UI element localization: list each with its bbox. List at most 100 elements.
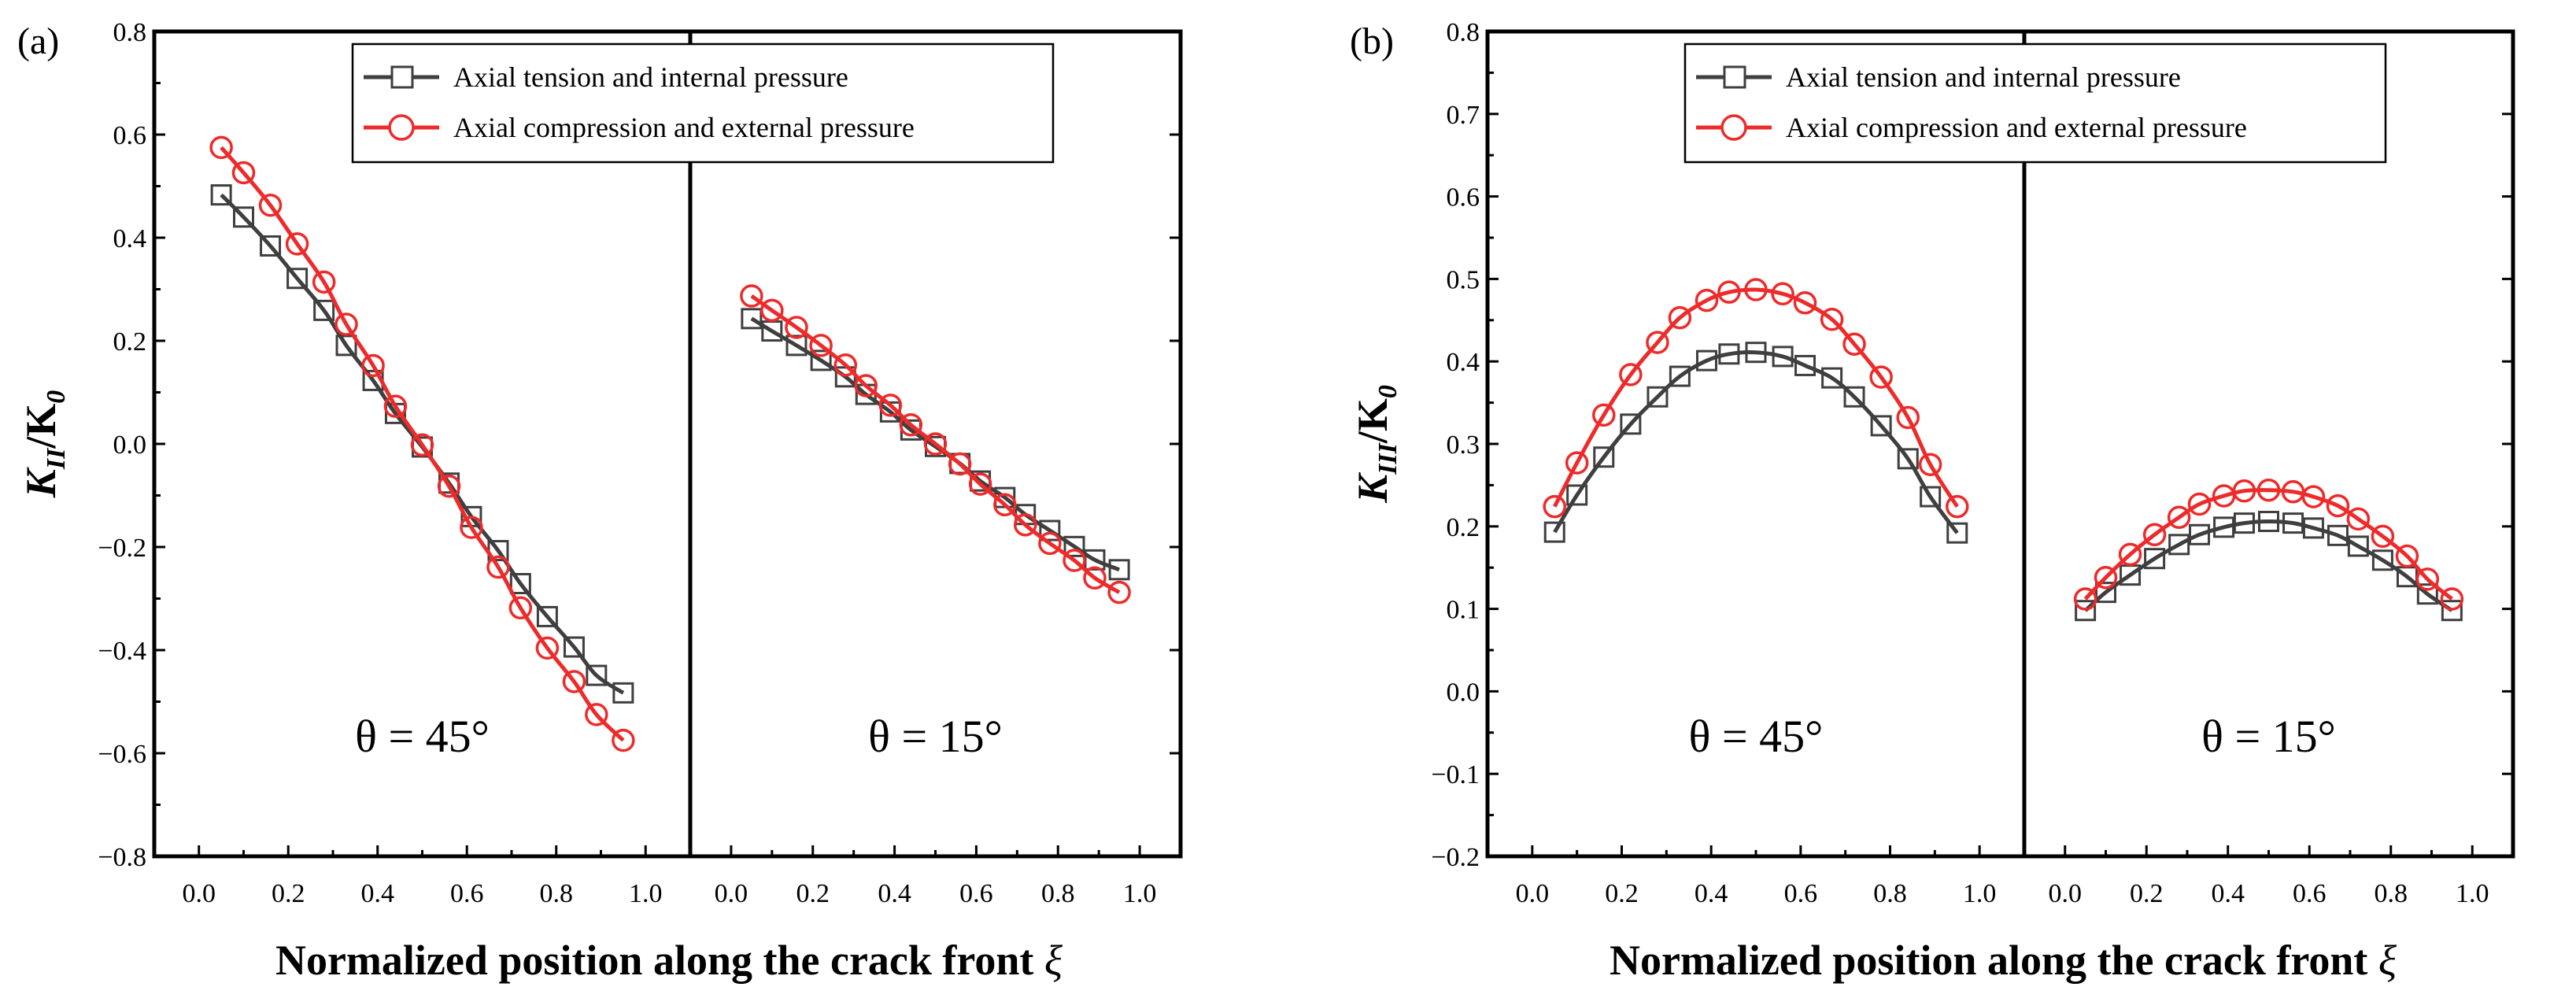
data-point-circle bbox=[2371, 524, 2395, 549]
x-tick-label: 0.8 bbox=[1873, 879, 1907, 908]
legend: Axial tension and internal pressure Axial… bbox=[1683, 43, 2387, 164]
data-point-square bbox=[2441, 600, 2463, 622]
data-point-square bbox=[2327, 524, 2349, 546]
x-tick-label: 0.0 bbox=[2049, 879, 2083, 908]
panel-label: (b) bbox=[1350, 20, 1394, 62]
data-point-circle bbox=[1565, 451, 1589, 475]
y-tick-label: 0.8 bbox=[113, 18, 147, 47]
x-tick-label: 0.6 bbox=[959, 879, 993, 908]
data-point-square bbox=[2347, 535, 2369, 557]
data-point-circle bbox=[1592, 403, 1616, 427]
y-tick-label: 0.1 bbox=[1447, 596, 1480, 625]
y-axis-title: KIII/K0 bbox=[1349, 385, 1403, 504]
data-point-square bbox=[1920, 486, 1942, 508]
data-point-circle bbox=[1869, 365, 1893, 389]
data-point-square bbox=[2168, 534, 2190, 556]
data-point-circle bbox=[1771, 282, 1794, 306]
x-axis-title-symbol: ξ bbox=[2378, 937, 2397, 984]
subplot-theta-45: 0.0 0.2 0.4 0.6 0.8 1.0 θ = 45° bbox=[1516, 278, 1997, 908]
y-axis-title-sub2: 0 bbox=[42, 390, 71, 404]
x-tick-label: 0.0 bbox=[1516, 879, 1550, 908]
data-point-circle bbox=[1083, 566, 1107, 590]
y-tick-label: −0.1 bbox=[1431, 760, 1480, 789]
x-tick-label: 0.6 bbox=[1784, 879, 1818, 908]
data-point-circle bbox=[968, 472, 992, 496]
data-point-circle bbox=[1695, 288, 1719, 312]
data-point-square bbox=[1772, 346, 1794, 368]
data-point-square bbox=[563, 636, 585, 658]
data-point-circle bbox=[1063, 549, 1086, 572]
data-point-circle bbox=[1543, 494, 1566, 519]
data-point-circle bbox=[1793, 291, 1817, 315]
y-tick-label: −0.2 bbox=[1431, 843, 1480, 872]
chart-panel-b: (b) −0.2 −0.1 0.0 0.1 0.2 0.3 0.4 0.5 0.6 0.7 0.8 KI… bbox=[1349, 18, 2515, 984]
y-tick-label: 0.2 bbox=[113, 327, 147, 357]
data-point-circle bbox=[833, 353, 858, 377]
data-point-square bbox=[536, 605, 558, 627]
legend-marker-square bbox=[1723, 65, 1746, 89]
x-tick-label: 1.0 bbox=[1123, 879, 1157, 908]
y-tick-label: 0.4 bbox=[113, 224, 147, 253]
y-tick-label: 0.7 bbox=[1447, 101, 1480, 130]
data-point-circle bbox=[809, 334, 833, 357]
x-tick-label: 0.2 bbox=[796, 879, 830, 908]
data-point-square bbox=[1897, 448, 1919, 470]
x-tick-label: 1.0 bbox=[2456, 879, 2489, 908]
data-point-circle bbox=[209, 135, 233, 160]
y-tick-label: −0.8 bbox=[98, 843, 146, 872]
data-point-square bbox=[2302, 517, 2324, 539]
data-point-square bbox=[313, 299, 335, 321]
plot-frame bbox=[1485, 29, 2515, 859]
y-tick-label: 0.6 bbox=[1447, 183, 1480, 213]
data-point-circle bbox=[2256, 478, 2281, 502]
panel-label: (a) bbox=[17, 20, 59, 62]
data-point-square bbox=[233, 206, 254, 228]
x-axis-title: Normalized position along the crack fron… bbox=[1610, 937, 2397, 984]
data-point-circle bbox=[2326, 493, 2350, 518]
y-axis-title-sub2: 0 bbox=[1373, 385, 1403, 398]
plot-frame bbox=[152, 29, 1183, 859]
data-point-square bbox=[1946, 522, 1968, 544]
x-tick-label: 0.0 bbox=[183, 879, 216, 908]
x-tick-label: 0.8 bbox=[2375, 879, 2408, 908]
y-axis-title-k: K bbox=[17, 466, 65, 498]
data-point-circle bbox=[2232, 479, 2256, 503]
data-point-circle bbox=[1038, 531, 1062, 556]
data-point-circle bbox=[1946, 494, 1969, 519]
legend: Axial tension and internal pressure Axial… bbox=[351, 43, 1055, 164]
data-point-square bbox=[210, 184, 232, 206]
data-point-circle bbox=[2301, 485, 2326, 508]
data-point-square bbox=[1718, 343, 1740, 365]
data-point-square bbox=[1669, 365, 1691, 387]
x-tick-label: 1.0 bbox=[629, 879, 663, 908]
data-point-circle bbox=[410, 433, 434, 457]
x-tick-label: 1.0 bbox=[1963, 879, 1997, 908]
data-point-square bbox=[1646, 386, 1669, 408]
legend-marker-square bbox=[390, 65, 414, 89]
chart-panel-a: (a)−0.8−0.6−0.4−0.20.00.20.40.60.8KII/K0… bbox=[17, 18, 1183, 984]
data-point-square bbox=[810, 349, 832, 371]
data-point-square bbox=[2416, 583, 2438, 605]
data-point-circle bbox=[785, 316, 808, 339]
data-point-circle bbox=[460, 516, 483, 539]
data-point-circle bbox=[312, 270, 336, 294]
data-point-circle bbox=[1107, 580, 1131, 604]
data-point-circle bbox=[2415, 567, 2440, 591]
theta-annotation: θ = 45° bbox=[1689, 711, 1824, 762]
data-point-circle bbox=[612, 728, 635, 752]
data-point-square bbox=[1566, 484, 1588, 506]
data-point-circle bbox=[562, 670, 586, 693]
data-point-square bbox=[1843, 386, 1865, 408]
series-line-compression bbox=[220, 146, 625, 742]
x-tick-label: 0.4 bbox=[361, 879, 395, 908]
x-tick-label: 0.8 bbox=[540, 879, 574, 908]
data-point-square bbox=[2233, 512, 2255, 534]
data-point-square bbox=[509, 573, 531, 595]
data-point-circle bbox=[486, 555, 510, 579]
x-axis-title-symbol: ξ bbox=[1044, 937, 1063, 984]
data-point-square bbox=[741, 308, 763, 330]
data-point-circle bbox=[334, 312, 358, 336]
data-point-square bbox=[2282, 512, 2304, 534]
legend-box bbox=[1683, 43, 2387, 164]
